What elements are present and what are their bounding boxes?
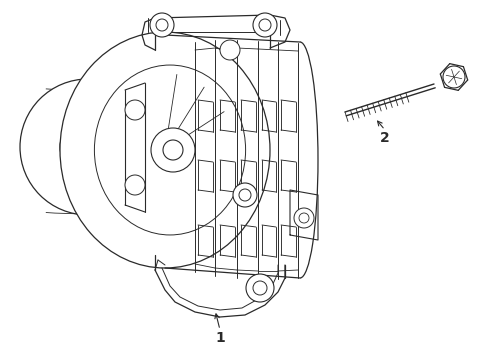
Ellipse shape <box>125 175 145 195</box>
Ellipse shape <box>299 213 309 223</box>
Ellipse shape <box>443 66 465 88</box>
Ellipse shape <box>233 183 257 207</box>
Text: 1: 1 <box>215 331 225 345</box>
Ellipse shape <box>253 281 267 295</box>
Ellipse shape <box>60 32 270 268</box>
Ellipse shape <box>151 128 195 172</box>
Ellipse shape <box>253 13 277 37</box>
Ellipse shape <box>20 79 156 215</box>
Ellipse shape <box>60 119 116 175</box>
Ellipse shape <box>294 208 314 228</box>
Ellipse shape <box>239 189 251 201</box>
Ellipse shape <box>220 40 240 60</box>
Ellipse shape <box>150 13 174 37</box>
Text: 2: 2 <box>380 131 390 145</box>
Ellipse shape <box>95 65 245 235</box>
Ellipse shape <box>259 19 271 31</box>
Ellipse shape <box>246 274 274 302</box>
Ellipse shape <box>125 100 145 120</box>
Ellipse shape <box>156 19 168 31</box>
Ellipse shape <box>163 140 183 160</box>
